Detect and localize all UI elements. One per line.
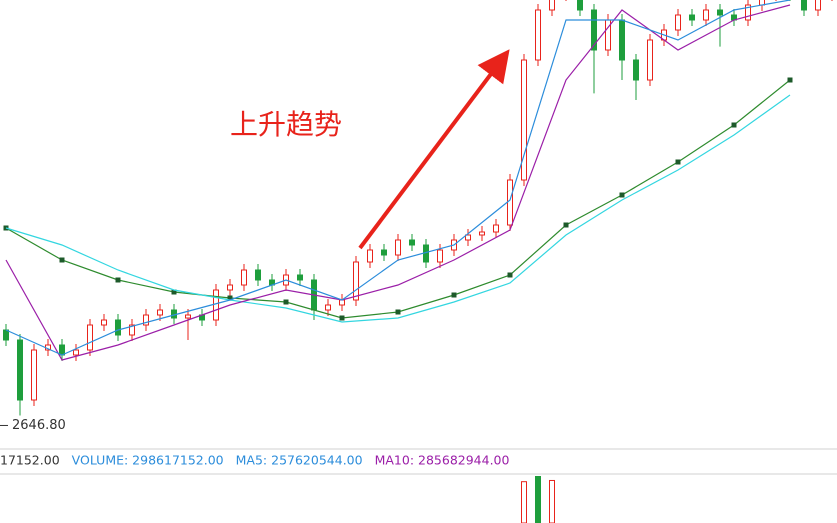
candle-body — [815, 0, 821, 11]
ma-marker — [283, 299, 289, 305]
candle-body — [535, 9, 541, 61]
price-panel — [3, 0, 833, 416]
candle-body — [703, 9, 709, 21]
ma-marker — [59, 257, 65, 263]
ma-marker — [731, 122, 737, 128]
ma-line — [5, 4, 791, 361]
ma-line — [5, 0, 791, 356]
volume-bar — [521, 481, 527, 523]
candle-body — [255, 269, 261, 281]
legend-entry: 17152.00 — [0, 453, 60, 468]
candle-body — [591, 9, 597, 51]
candle-body — [745, 4, 751, 21]
candle-body — [689, 14, 695, 21]
ma-marker — [171, 289, 177, 295]
ma-marker — [563, 222, 569, 228]
ma-marker — [787, 77, 793, 83]
candle-body — [115, 319, 121, 336]
candle-body — [297, 274, 303, 281]
candle-body — [395, 239, 401, 256]
candle-body — [465, 234, 471, 241]
candle-body — [213, 289, 219, 321]
min-label: 2646.80 — [12, 418, 66, 433]
ma-marker — [507, 272, 513, 278]
candle-body — [675, 14, 681, 31]
volume-legend: 17152.00 VOLUME: 298617152.00 MA5: 2576205… — [0, 453, 510, 468]
candle-body — [353, 261, 359, 301]
candle-body — [227, 284, 233, 291]
candle-body — [507, 179, 513, 226]
candle-body — [3, 329, 9, 341]
candle-body — [647, 39, 653, 81]
legend-entry: MA10: 285682944.00 — [375, 453, 510, 468]
candle-body — [619, 19, 625, 61]
annotation: 上升趋势 — [230, 108, 342, 141]
volume-bar — [549, 479, 555, 523]
candle-body — [325, 304, 331, 311]
candle-body — [157, 309, 163, 316]
candle-body — [367, 249, 373, 263]
candle-body — [521, 59, 527, 181]
candle-body — [493, 224, 499, 233]
legend-entry: VOLUME: 298617152.00 — [72, 453, 224, 468]
candle-body — [717, 9, 723, 16]
candle-body — [339, 299, 345, 306]
ma-line — [5, 94, 791, 323]
candle-body — [479, 231, 485, 236]
candle-body — [59, 344, 65, 356]
candle-body — [31, 349, 37, 401]
candle-body — [185, 314, 191, 319]
candle-body — [633, 59, 639, 81]
candle-body — [381, 249, 387, 256]
candle-body — [143, 314, 149, 326]
trend-arrow — [358, 49, 510, 250]
ma-marker — [339, 315, 345, 321]
ma-marker — [395, 309, 401, 315]
candle-body — [17, 339, 23, 401]
ma-marker — [675, 159, 681, 165]
candle-body — [801, 0, 807, 11]
candle-body — [101, 319, 107, 326]
candle-body — [577, 0, 583, 11]
candle-body — [129, 324, 135, 336]
legend-entry: MA5: 257620544.00 — [236, 453, 363, 468]
candle-body — [87, 324, 93, 351]
ma-marker — [227, 295, 233, 301]
candle-body — [241, 269, 247, 286]
volume-bar — [535, 476, 541, 523]
ma-marker — [619, 192, 625, 198]
ma-marker — [115, 277, 121, 283]
candle-body — [437, 249, 443, 263]
candle-body — [409, 239, 415, 246]
candle-body — [73, 349, 79, 356]
volume-panel — [521, 476, 555, 523]
candle-body — [549, 0, 555, 11]
ma-marker — [451, 292, 457, 298]
